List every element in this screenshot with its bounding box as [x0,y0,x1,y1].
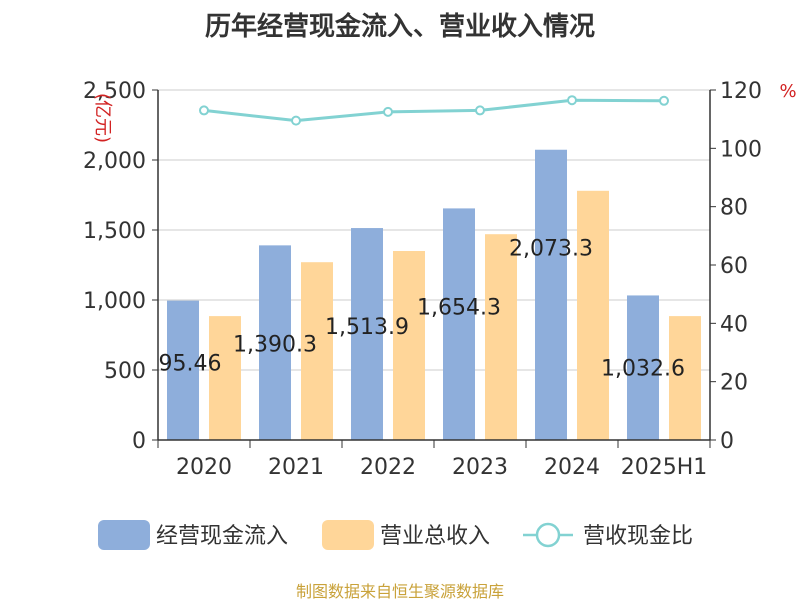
line-point [475,105,485,116]
y-left-tick-label: 1,500 [83,219,146,244]
y-right-tick-label: 60 [720,254,748,279]
line-point [659,95,669,106]
bar-revenue [577,190,609,440]
bar-cash-inflow [627,295,659,440]
bar-revenue [669,316,701,440]
y-right-tick-label: 20 [720,371,748,396]
bar-revenue [485,234,517,440]
y-left-tick-label: 1,000 [83,289,146,314]
line-layer [199,95,669,126]
y-right-tick-label: 40 [720,312,748,337]
y-left-tick-label: 2,500 [83,79,146,104]
data-label: 2,073.3 [509,237,593,262]
y-left-tick-label: 500 [104,359,146,384]
x-tick-label: 2020 [176,455,232,480]
bar-cash-inflow [535,149,567,440]
bar-cash-inflow [351,228,383,440]
legend-swatch [322,520,374,550]
line-point [567,95,577,106]
legend-swatch [98,520,150,550]
bar-revenue [209,316,241,440]
legend-marker [535,522,561,548]
y-right-unit-label: % [779,81,796,102]
data-label: 1,390.3 [233,332,317,357]
axes: 0 500 1,000 1,500 2,000 2,500 0 20 40 60 80 100 120 (… [83,79,797,480]
bars [167,149,701,440]
y-right-tick-label: 80 [720,196,748,221]
legend-label: 营收现金比 [583,524,693,549]
y-right-tick-label: 100 [720,137,762,162]
y-left-unit-label: (亿元) [92,93,113,143]
chart-title: 历年经营现金流入、营业收入情况 [204,12,595,42]
grid [158,89,710,371]
data-label: 1,032.6 [601,356,685,381]
source-note: 制图数据来自恒生聚源数据库 [295,582,504,601]
legend-label: 经营现金流入 [156,524,288,549]
line-revenue-cash-ratio [203,98,665,123]
x-tick-label: 2024 [544,455,600,480]
data-label: 1,513.9 [325,315,409,340]
bar-cash-inflow [259,245,291,440]
line-point [199,105,209,116]
x-tick-label: 2022 [360,455,416,480]
x-tick-label: 2021 [268,455,324,480]
legend: 经营现金流入 营业总收入 营收现金比 [98,520,693,550]
y-left-tick-label: 2,000 [83,149,146,174]
data-labels: 995.46 1,390.3 1,513.9 1,654.3 2,073.3 1,032.… [145,237,685,382]
data-label: 995.46 [145,352,222,377]
data-label: 1,654.3 [417,295,501,320]
legend-label: 营业总收入 [380,524,490,549]
y-right-tick-label: 120 [720,79,762,104]
line-point [383,106,393,117]
x-tick-label: 2023 [452,455,508,480]
bar-cash-inflow [167,300,199,440]
bar-revenue [301,262,333,440]
line-point [291,115,301,126]
x-tick-label: 2025H1 [621,455,708,480]
bar-cash-inflow [443,208,475,440]
bar-revenue [393,251,425,440]
y-right-tick-label: 0 [720,429,734,454]
y-left-tick-label: 0 [132,429,146,454]
